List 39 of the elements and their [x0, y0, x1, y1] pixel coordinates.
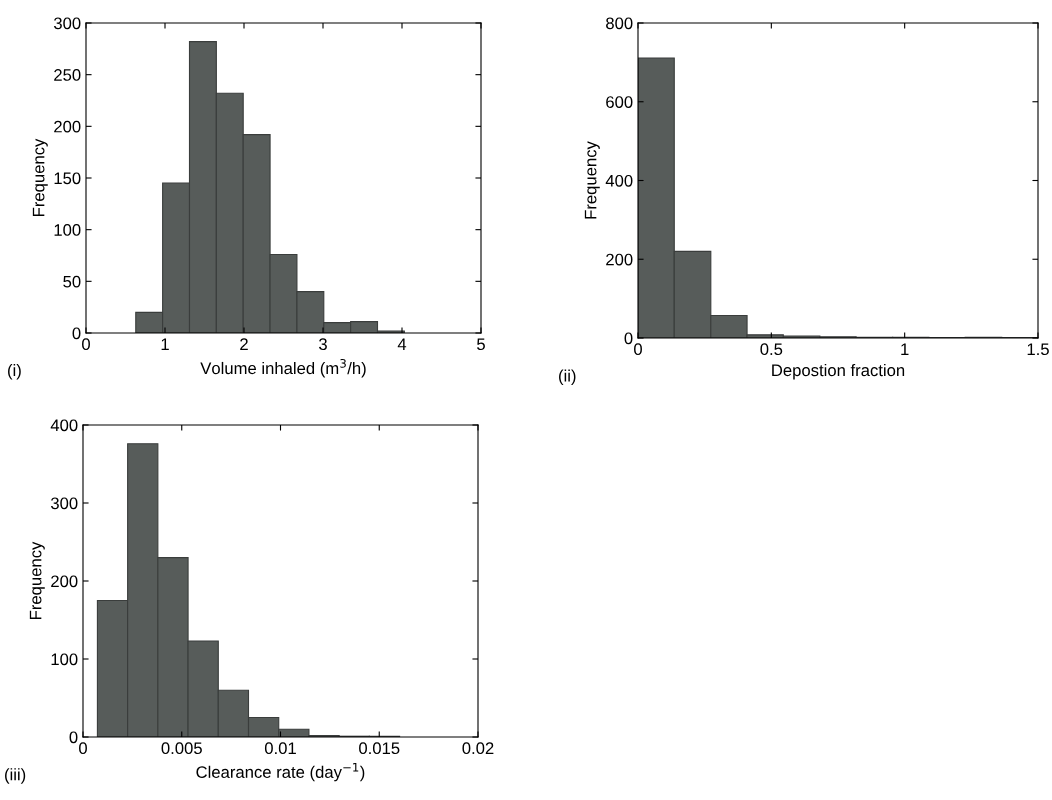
x-tick-label: 0 [634, 343, 642, 356]
x-tick-label: 0.02 [462, 742, 494, 755]
y-tick-label: 800 [606, 17, 633, 30]
y-tick-label: 200 [51, 575, 78, 588]
y-tick-label: 200 [606, 253, 633, 266]
y-tick-label: 400 [605, 174, 633, 187]
text: (iii) [5, 768, 26, 784]
y-axis-title: Frequency [32, 138, 48, 216]
y-axis-title: Frequency [584, 141, 600, 219]
y-tick-label: 0 [72, 327, 81, 340]
x-tick-label: 0.01 [264, 742, 296, 755]
y-tick-label: 0 [69, 731, 78, 744]
x-tick-label: 1 [161, 338, 169, 350]
x-tick-label: 0.005 [161, 742, 202, 755]
x-tick-label: 3 [319, 338, 327, 351]
y-tick-label: 400 [50, 419, 78, 432]
x-axis-title: Volume inhaled (m$^{3}$/h) [200, 358, 366, 378]
y-tick-label: 200 [54, 120, 81, 133]
text: (i) [8, 364, 21, 380]
y-tick-label: 300 [53, 17, 81, 30]
x-tick-label: 4 [397, 338, 407, 350]
y-tick-label: 250 [54, 69, 81, 81]
x-tick-label: 0 [82, 338, 90, 351]
x-axis-title: Clearance rate (day$^{−1}$) [196, 762, 365, 782]
x-tick-label: 5 [477, 338, 485, 351]
x-tick-label: 0.015 [359, 742, 400, 755]
y-tick-label: 150 [54, 172, 81, 185]
y-tick-label: 600 [606, 96, 633, 108]
x-tick-label: 1.5 [1027, 343, 1049, 356]
y-tick-label: 300 [50, 497, 78, 510]
x-tick-label: 2 [240, 338, 248, 350]
text: (ii) [559, 369, 576, 386]
y-tick-label: 100 [51, 653, 78, 666]
x-tick-label: 0.5 [760, 343, 783, 356]
y-tick-label: 50 [63, 275, 81, 288]
y-tick-label: 100 [54, 224, 81, 236]
x-axis-title: Depostion fraction [772, 363, 905, 380]
y-axis-title: Frequency [29, 541, 45, 619]
x-tick-label: 1 [901, 343, 909, 355]
